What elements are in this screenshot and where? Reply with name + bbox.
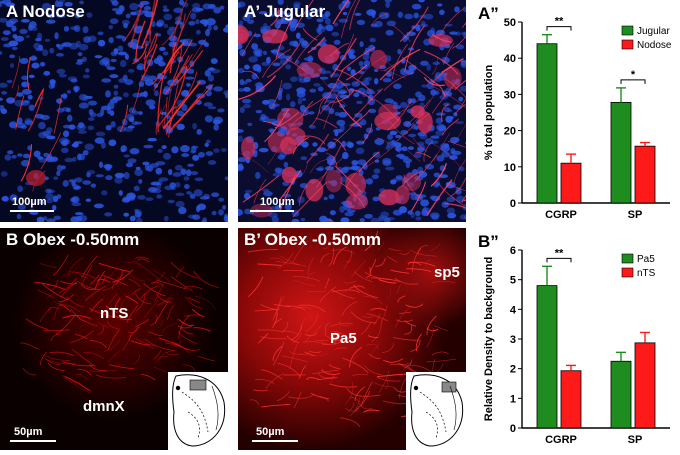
legend-swatch	[621, 39, 634, 50]
scale-label-b: 50µm	[14, 426, 43, 438]
bar-jugular-sp	[610, 101, 632, 204]
obex-pa5-image	[238, 228, 466, 450]
panel-label-b2: B’ Obex -0.50mm	[244, 230, 382, 249]
bar-nts-sp	[634, 342, 656, 429]
panel-label-a: A Nodose	[6, 2, 85, 21]
y-tick-label: 30	[504, 89, 516, 101]
bar-jugular-cgrp	[536, 43, 558, 204]
y-axis-label: % total population	[483, 65, 495, 161]
significance-label: *	[631, 69, 636, 81]
micrograph-jugular: A’ Jugular 100µm	[238, 0, 466, 222]
scale-label-a2: 100µm	[260, 196, 295, 208]
chart-b-svg: 0 1 2 3 4 5 6 Relative Density to background CGR…	[483, 245, 670, 446]
bar-nodose-sp	[634, 145, 656, 204]
scale-label-a: 100µm	[12, 196, 47, 208]
chart-letter-a: A”	[478, 4, 499, 23]
chart-letter-b: B”	[478, 232, 499, 251]
legend-label: Pa5	[637, 254, 655, 265]
scale-bar-a2	[250, 210, 294, 212]
y-tick-label: 4	[510, 304, 517, 316]
region-label-nts: nTS	[100, 305, 129, 322]
significance-bracket	[546, 26, 572, 31]
y-tick-label: 1	[510, 393, 516, 405]
micrograph-obex-pa5: B’ Obex -0.50mm Pa5 sp5 50µm	[238, 228, 466, 450]
micrograph-obex-nts: B Obex -0.50mm nTS dmnX 50µm	[0, 228, 228, 450]
scale-bar-b	[10, 440, 56, 442]
region-label-pa5: Pa5	[330, 330, 357, 347]
legend-label: Nodose	[637, 40, 672, 51]
bar-pa5-cgrp	[536, 285, 558, 429]
category-label: SP	[628, 209, 643, 221]
scale-label-b2: 50µm	[256, 426, 285, 438]
bar-nodose-cgrp	[560, 162, 582, 204]
chart-a-population: A” 0 10 20 30 40 50% total population CGRP SP **…	[470, 0, 680, 225]
significance-label: **	[555, 16, 564, 28]
y-tick-label: 3	[510, 334, 516, 346]
legend-swatch	[621, 267, 634, 278]
legend-label: Jugular	[637, 26, 670, 37]
significance-label: **	[555, 247, 564, 259]
y-tick-label: 0	[510, 198, 516, 210]
region-label-dmnx: dmnX	[83, 398, 125, 415]
y-tick-label: 6	[510, 245, 516, 257]
category-label: SP	[628, 434, 643, 446]
panel-label-b: B Obex -0.50mm	[6, 230, 140, 249]
jugular-image	[238, 0, 466, 222]
legend-swatch	[621, 253, 634, 264]
legend-label: nTS	[637, 268, 656, 279]
category-label: CGRP	[545, 434, 577, 446]
y-tick-label: 5	[510, 275, 516, 287]
panel-label-a2: A’ Jugular	[244, 2, 326, 21]
brainstem-schematic-inset	[406, 372, 466, 450]
y-tick-label: 2	[510, 364, 516, 376]
bar-pa5-sp	[610, 360, 632, 429]
y-tick-label: 20	[504, 126, 516, 138]
obex-nts-image	[0, 228, 228, 450]
micrograph-nodose: A Nodose 100µm	[0, 0, 228, 222]
scale-bar-b2	[252, 440, 298, 442]
y-tick-label: 40	[504, 53, 516, 65]
y-tick-label: 50	[504, 17, 516, 29]
significance-bracket	[546, 257, 572, 263]
chart-b-density: B” 0 1 2 3 4 5 6 Relative Density to background…	[470, 228, 680, 450]
brainstem-schematic-inset	[168, 372, 228, 450]
region-label-sp5: sp5	[434, 264, 460, 281]
y-tick-label: 0	[510, 423, 516, 435]
legend-swatch	[621, 25, 634, 36]
y-tick-label: 10	[504, 162, 516, 174]
significance-bracket	[620, 79, 646, 84]
y-axis-label: Relative Density to background	[483, 257, 495, 421]
nodose-image	[0, 0, 228, 222]
scale-bar-a	[10, 210, 54, 212]
category-label: CGRP	[545, 209, 577, 221]
bar-nts-cgrp	[560, 370, 582, 429]
